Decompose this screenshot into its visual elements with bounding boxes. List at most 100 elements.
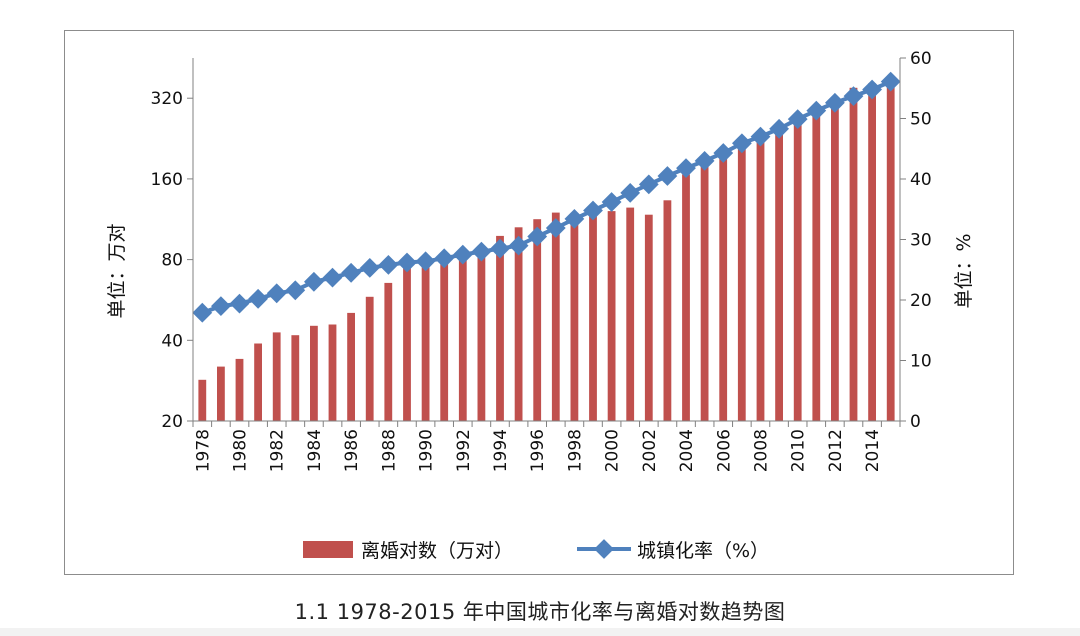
bar-2015 [886, 77, 895, 421]
bar-1997 [551, 212, 560, 421]
bar-2014 [868, 83, 876, 422]
axes-layer [187, 57, 906, 427]
y-right-tick-label: 60 [910, 49, 932, 69]
bar-1988 [384, 282, 393, 421]
bar-1994 [496, 235, 504, 421]
point-1978 [192, 302, 213, 323]
chart-frame: 20 40 80 160 320 0 10 20 30 40 50 60 1978 1980 1982 198… [64, 30, 1014, 575]
x-tick-label: 1984 [305, 429, 325, 472]
point-2011 [806, 100, 827, 121]
point-1983 [285, 280, 306, 301]
x-tick-label: 2002 [640, 429, 660, 472]
legend-bar-label: 离婚对数（万对） [361, 540, 513, 562]
point-2005 [694, 151, 715, 171]
point-1989 [397, 252, 417, 273]
chart-svg: 20 40 80 160 320 0 10 20 30 40 50 60 1978 1980 1982 198… [106, 49, 975, 562]
bar-1980 [235, 358, 244, 421]
point-1999 [583, 200, 603, 221]
point-2012 [825, 92, 845, 113]
point-1987 [359, 258, 380, 278]
point-2007 [732, 133, 752, 154]
bar-1996 [533, 219, 542, 421]
legend-line-marker [594, 539, 614, 559]
y-left-tick-label: 80 [161, 251, 183, 271]
bar-2009 [775, 128, 783, 421]
point-1992 [452, 244, 473, 265]
bar-1990 [421, 259, 430, 421]
bar-1991 [440, 256, 449, 421]
point-1994 [490, 238, 510, 259]
bottom-strip [0, 628, 1080, 636]
x-tick-label: 2008 [752, 429, 772, 472]
x-tick-label: 1980 [231, 429, 251, 472]
point-2003 [657, 166, 678, 186]
point-1988 [378, 255, 399, 275]
point-1998 [564, 209, 585, 229]
bar-2000 [607, 211, 616, 421]
x-tick-label: 1998 [565, 429, 585, 472]
point-2013 [843, 86, 864, 106]
bar-2005 [700, 166, 709, 421]
y-right-tick-label: 50 [910, 110, 932, 130]
point-1996 [527, 226, 548, 247]
bar-1985 [328, 324, 337, 421]
point-1982 [266, 283, 287, 304]
bar-2004 [682, 174, 690, 421]
x-tick-label: 1986 [342, 429, 362, 472]
bar-2010 [793, 118, 802, 422]
x-tick-label: 1988 [379, 429, 399, 472]
y-left-tick-label: 160 [151, 170, 183, 190]
point-2004 [676, 158, 696, 178]
bar-1978 [198, 379, 207, 421]
x-tick-label: 2014 [863, 429, 883, 472]
y-left-axis-title: 单位：万对 [106, 223, 128, 318]
point-2009 [769, 118, 789, 139]
point-2002 [638, 174, 659, 195]
y-left-tick-label: 20 [161, 412, 183, 432]
point-1979 [211, 296, 231, 316]
bar-1986 [347, 312, 355, 421]
x-tick-label: 1996 [528, 429, 548, 472]
point-1991 [434, 248, 455, 269]
bar-1995 [514, 227, 523, 421]
legend: 离婚对数（万对） 城镇化率（%） [303, 539, 769, 562]
legend-line-label: 城镇化率（%） [637, 540, 769, 562]
point-1990 [415, 251, 436, 272]
point-2015 [880, 71, 901, 92]
point-2000 [601, 192, 622, 212]
bar-1983 [291, 335, 300, 421]
x-tick-label: 1978 [193, 429, 213, 472]
bar-2007 [737, 147, 746, 421]
bar-2001 [626, 207, 635, 421]
bar-1984 [310, 325, 318, 421]
y-right-tick-label: 30 [910, 231, 932, 251]
bar-2012 [831, 101, 839, 422]
x-tick-label: 2004 [677, 429, 697, 472]
bar-1981 [254, 343, 262, 421]
bar-2006 [719, 158, 728, 421]
x-tick-label: 2006 [714, 429, 734, 472]
bar-2011 [812, 110, 821, 421]
y-right-tick-label: 40 [910, 170, 932, 190]
y-right-tick-label: 10 [910, 352, 932, 372]
bar-2002 [644, 214, 653, 421]
x-tick-label: 1992 [454, 429, 474, 472]
urbanization-line [201, 79, 892, 315]
point-2001 [620, 183, 641, 203]
y-left-tick-label: 40 [161, 331, 183, 351]
point-1995 [508, 235, 529, 256]
point-1985 [322, 267, 343, 288]
bar-1982 [272, 332, 281, 421]
point-1997 [545, 218, 566, 238]
y-right-tick-label: 20 [910, 291, 932, 311]
bar-1987 [365, 296, 374, 421]
bar-2013 [849, 87, 858, 422]
x-tick-label: 2000 [603, 429, 623, 472]
chart-caption: 1.1 1978-2015 年中国城市化率与离婚对数趋势图 [294, 600, 786, 624]
x-tick-label: 2010 [789, 429, 809, 472]
bar-1998 [570, 213, 579, 421]
bar-1999 [589, 212, 597, 421]
bar-2003 [663, 200, 672, 421]
point-2010 [787, 109, 808, 129]
y-left-tick-label: 320 [151, 89, 183, 109]
